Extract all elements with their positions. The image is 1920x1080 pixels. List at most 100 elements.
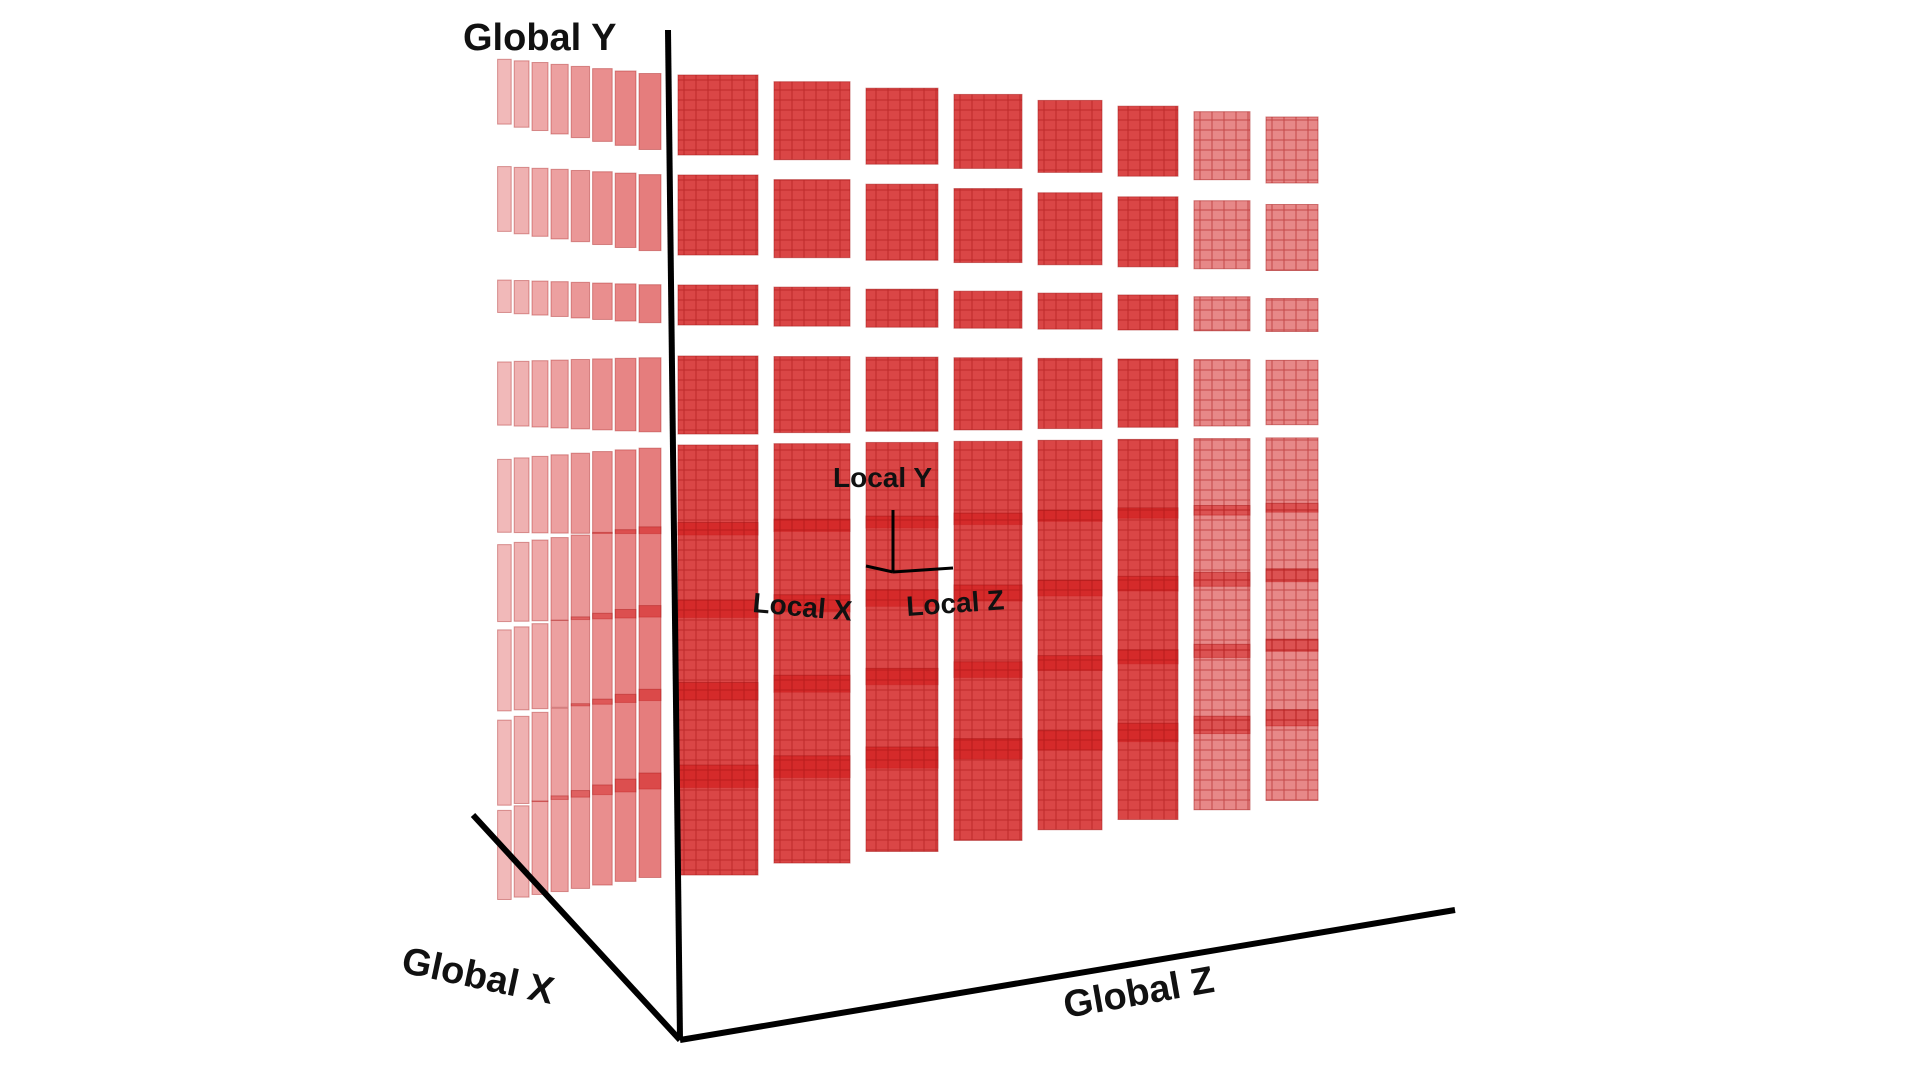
block-cells [1118,294,1178,330]
block-cells [1038,440,1102,522]
block-side [497,166,512,232]
block-side [513,280,530,315]
block-side [614,693,637,793]
block-side [531,167,549,237]
block-side [513,715,530,804]
block-side [638,447,662,535]
block-cells [954,357,1022,430]
block-cells [954,738,1022,841]
local-z-label: Local Z [905,584,1005,622]
block-side [550,619,569,708]
global-z-axis [679,907,1456,1043]
block-cells [1118,439,1178,519]
block-side [592,171,613,246]
block-cells [678,356,758,434]
block-cells [774,755,850,864]
block-cells [774,356,850,433]
block-side [592,282,613,320]
block-cells [1266,204,1318,271]
global-y-axis [665,29,683,1041]
block-cells [866,746,938,852]
block-side [592,531,613,620]
block-side [531,62,549,132]
block-side [531,280,549,316]
block-cells [1194,716,1250,810]
block-side [531,455,549,534]
block-cells [1266,298,1318,332]
block-side [570,616,591,707]
block-cells [1118,196,1178,267]
block-cells [1194,438,1250,516]
block-side [570,452,591,534]
block-side [638,174,662,252]
block-side [550,168,569,240]
local-y-label: Local Y [833,462,932,493]
block-cells [1118,723,1178,820]
block-cells [1038,100,1102,173]
block-side [497,279,512,313]
block-cells [866,289,938,328]
block-side [570,65,591,139]
block-side [513,166,530,235]
local-x-axis [865,564,894,574]
block-side [638,772,662,878]
block-side [550,359,569,429]
block-cells [1266,568,1318,652]
block-side [550,63,569,135]
global-x-label: Global X [398,940,558,1013]
block-cells [1266,709,1318,801]
block-side [570,790,591,889]
block-side [614,283,637,322]
block-cells [954,441,1022,525]
block-side [531,800,549,895]
block-side [592,358,613,431]
block-cells [678,175,758,255]
block-side [570,534,591,621]
block-side [570,281,591,319]
block-cells [1266,437,1318,513]
block-side [638,605,662,702]
block-side [550,795,569,893]
block-cells [1194,359,1250,426]
block-side [614,778,637,882]
block-side [592,612,613,705]
block-cells [1038,358,1102,429]
block-side [638,73,662,150]
block-side [570,169,591,243]
block-side [592,784,613,886]
block-cells [678,285,758,325]
block-lattice [497,58,1319,900]
block-cells [1194,572,1250,658]
block-side [513,626,530,711]
block-cells [954,291,1022,329]
block-side [550,537,569,621]
block-cells [1118,576,1178,664]
block-cells [866,442,938,528]
block-side [513,805,530,898]
block-side [497,719,512,806]
block-cells [1118,359,1178,428]
global-x-axis [470,812,683,1043]
block-side [638,284,662,324]
block-side [550,281,569,317]
block-cells [1118,106,1178,177]
block-cells [1266,116,1318,183]
block-side [513,541,530,622]
block-cells [1038,730,1102,830]
block-side [592,698,613,796]
block-side [550,454,569,534]
block-cells [774,81,850,160]
block-cells [1038,192,1102,265]
block-side [497,458,512,533]
block-cells [1194,296,1250,331]
block-cells [774,287,850,327]
block-side [497,58,512,125]
block-side [614,449,637,535]
block-side [531,360,549,428]
block-side [614,608,637,703]
block-cells [678,75,758,155]
block-side [513,360,530,427]
block-cells [1194,111,1250,180]
block-side [614,529,637,619]
